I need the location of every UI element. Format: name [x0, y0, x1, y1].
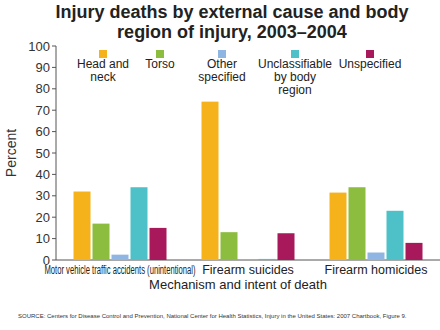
- bars: [74, 102, 423, 260]
- y-tick-label: 90: [36, 60, 50, 75]
- y-tick: [52, 238, 56, 239]
- y-tick-label: 60: [36, 124, 50, 139]
- legend-label: Head andneck: [77, 57, 129, 84]
- y-tick-label: 30: [36, 188, 50, 203]
- y-tick: [52, 174, 56, 175]
- chart-container: Injury deaths by external cause and body…: [0, 0, 440, 330]
- chart: Injury deaths by external cause and body…: [0, 0, 440, 330]
- y-tick-label: 20: [36, 210, 50, 225]
- bar: [131, 187, 148, 260]
- axes: 0102030405060708090100: [28, 39, 440, 268]
- y-tick: [52, 67, 56, 68]
- legend-label-line: region: [278, 83, 311, 97]
- x-tick-label: Firearm homicides: [325, 263, 428, 277]
- y-tick-label: 80: [36, 81, 50, 96]
- y-tick: [52, 217, 56, 218]
- x-axis-label: Mechanism and intent of death: [149, 277, 327, 292]
- bar: [278, 233, 295, 260]
- x-tick-label: Firearm suicides: [202, 263, 294, 277]
- legend-label-line: Unspecified: [339, 57, 402, 71]
- bar: [93, 224, 110, 260]
- y-tick: [52, 153, 56, 154]
- y-tick-label: 10: [36, 231, 50, 246]
- bar: [330, 193, 347, 260]
- y-tick: [52, 88, 56, 89]
- bar: [112, 255, 129, 260]
- legend-label-line: Unclassifiable: [258, 57, 332, 71]
- bar: [259, 259, 276, 260]
- y-tick: [52, 110, 56, 111]
- title-line: region of injury, 2003–2004: [117, 22, 347, 42]
- y-tick: [52, 131, 56, 132]
- bar: [240, 259, 257, 260]
- bar: [221, 232, 238, 260]
- legend: Head andneck Torso Otherspecified Unclassif…: [77, 50, 401, 97]
- legend-label-line: neck: [90, 70, 116, 84]
- bar: [74, 192, 91, 260]
- y-tick: [52, 195, 56, 196]
- y-tick-label: 70: [36, 103, 50, 118]
- legend-label-line: by body: [274, 70, 316, 84]
- y-tick: [52, 260, 56, 261]
- y-tick-label: 50: [36, 146, 50, 161]
- bar: [406, 243, 423, 260]
- legend-label: Otherspecified: [198, 57, 245, 84]
- legend-label: Unclassifiableby bodyregion: [258, 57, 332, 97]
- bar: [368, 253, 385, 260]
- source-note: SOURCE: Centers for Disease Control and …: [18, 313, 407, 319]
- bar: [387, 211, 404, 260]
- title-line: Injury deaths by external cause and body: [55, 2, 408, 22]
- legend-label: Unspecified: [339, 57, 402, 71]
- legend-label-line: Head and: [77, 57, 129, 71]
- y-axis-label: Percent: [3, 129, 19, 177]
- x-tick-label: Motor vehicle traffic accidents (uninten…: [44, 263, 195, 277]
- y-tick-label: 100: [28, 39, 50, 54]
- legend-label-line: Torso: [145, 57, 175, 71]
- y-tick-label: 40: [36, 167, 50, 182]
- legend-label: Torso: [145, 57, 175, 71]
- y-tick: [52, 46, 56, 47]
- legend-label-line: specified: [198, 70, 245, 84]
- title: Injury deaths by external cause and body…: [55, 2, 408, 42]
- bar: [349, 187, 366, 260]
- bar: [150, 228, 167, 260]
- bar: [202, 102, 219, 260]
- legend-label-line: Other: [207, 57, 237, 71]
